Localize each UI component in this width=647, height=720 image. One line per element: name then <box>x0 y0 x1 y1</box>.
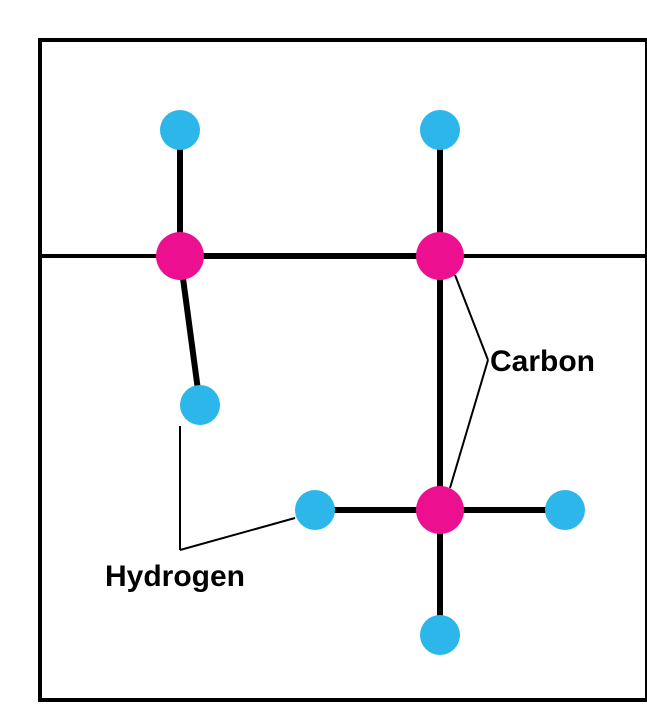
label-carbon: Carbon <box>490 345 595 379</box>
hydrogen-atom <box>180 385 220 425</box>
hydrogen-atom <box>420 615 460 655</box>
hydrogen-atom <box>545 490 585 530</box>
carbon-atom <box>156 232 204 280</box>
label-hydrogen: Hydrogen <box>105 560 245 594</box>
carbon-atom <box>416 232 464 280</box>
hydrogen-atom <box>295 490 335 530</box>
molecule-diagram: Carbon Hydrogen <box>20 20 627 680</box>
hydrogen-atom <box>420 110 460 150</box>
hydrogen-atom <box>160 110 200 150</box>
carbon-atom <box>416 486 464 534</box>
